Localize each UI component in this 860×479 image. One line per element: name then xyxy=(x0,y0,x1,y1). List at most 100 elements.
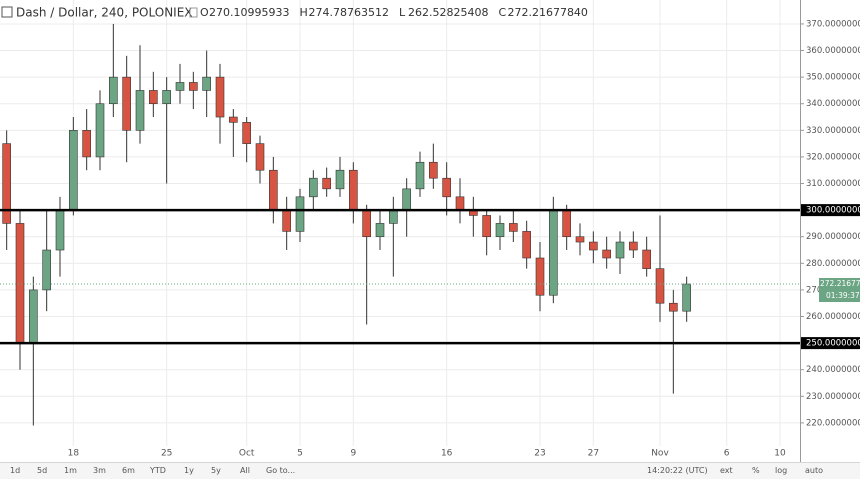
candle-body xyxy=(549,209,558,296)
x-tick-label: 25 xyxy=(161,449,172,459)
candle-body xyxy=(375,223,385,238)
candle-body xyxy=(202,76,211,91)
candle-body xyxy=(682,283,691,312)
candle-body xyxy=(629,241,638,251)
candle-body xyxy=(509,223,518,232)
option-button[interactable]: log xyxy=(775,466,788,475)
candle-body xyxy=(29,289,38,344)
plot xyxy=(0,0,800,446)
candle-body xyxy=(55,209,65,251)
price-axis xyxy=(800,0,860,462)
candle-body xyxy=(522,231,531,259)
symbol: Dash / Dollar, 240, POLONIEX xyxy=(16,6,193,20)
candle-body xyxy=(495,223,505,238)
x-tick-label: 10 xyxy=(774,449,786,459)
y-tick-label: 360.00000000 xyxy=(806,46,860,56)
candle-body xyxy=(362,209,371,238)
range-button[interactable]: 5d xyxy=(37,466,48,475)
y-tick-label: 260.00000000 xyxy=(806,312,860,322)
candle-body xyxy=(309,177,318,198)
candle-body xyxy=(122,76,131,131)
toolbar: 1d 5d 1m 3m 6m YTD 1y 5y All Go to... 14:20:22 (UT… xyxy=(0,462,860,479)
hline-label-bg xyxy=(801,204,860,217)
candle-body xyxy=(642,249,651,269)
candle-body xyxy=(2,143,11,224)
hline-label-bg xyxy=(801,337,860,350)
candle-body xyxy=(82,130,91,158)
y-tick-label: 350.00000000 xyxy=(806,73,860,83)
candle-body xyxy=(415,161,425,190)
candle-body xyxy=(615,241,625,259)
y-tick-label: 340.00000000 xyxy=(806,99,860,109)
y-tick-label: 240.00000000 xyxy=(806,365,860,375)
option-button[interactable]: auto xyxy=(805,466,824,475)
option-button[interactable]: % xyxy=(752,466,760,475)
range-button[interactable]: 1m xyxy=(64,466,77,475)
ohlc: O 270.10995933 H 274.78763512 L 262.52825408 C… xyxy=(189,6,588,19)
range-button[interactable]: 6m xyxy=(122,466,135,475)
candle-body xyxy=(482,215,491,238)
candle-body xyxy=(389,209,398,224)
goto-button[interactable]: Go to... xyxy=(266,466,296,475)
candle-body xyxy=(282,209,291,232)
ohlc-key: O xyxy=(200,6,209,19)
menu-icon[interactable] xyxy=(1,6,13,18)
range-button[interactable]: 5y xyxy=(211,466,221,475)
last-price-label: 272.21677840 xyxy=(820,279,860,288)
candle-body xyxy=(15,223,25,344)
x-tick-label: 23 xyxy=(534,449,545,459)
candle-body xyxy=(322,177,331,190)
range-button[interactable]: All xyxy=(240,466,250,475)
range-button[interactable]: 1y xyxy=(184,466,194,475)
ohlc-value: 262.52825408 xyxy=(408,6,488,19)
candle-body xyxy=(562,209,571,238)
ohlc-key: L xyxy=(399,6,406,19)
ohlc-value: 274.78763512 xyxy=(308,6,388,19)
range-button[interactable]: YTD xyxy=(150,466,166,475)
chart: Dash / Dollar, 240, POLONIEX O 270.109959… xyxy=(0,0,860,462)
x-tick-label: 5 xyxy=(297,449,303,459)
y-tick-label: 290.00000000 xyxy=(806,232,860,242)
candle-body xyxy=(575,236,585,243)
candle-body xyxy=(135,90,145,131)
candle-body xyxy=(402,188,411,211)
x-tick-label: 6 xyxy=(724,449,730,459)
candle-body xyxy=(255,143,265,171)
candle-body xyxy=(669,302,678,312)
range-button[interactable]: 3m xyxy=(93,466,106,475)
ohlc-value: 270.10995933 xyxy=(209,6,289,19)
candle-body xyxy=(655,268,665,304)
hline-label: 250.00000000 xyxy=(806,339,860,349)
candle-body xyxy=(162,90,171,105)
y-tick-label: 280.00000000 xyxy=(806,259,860,269)
option-button[interactable]: ext xyxy=(720,466,733,475)
candle-body xyxy=(95,103,105,158)
candle-body xyxy=(602,249,611,259)
candle-body xyxy=(229,116,238,123)
clock: 14:20:22 (UTC) xyxy=(647,466,708,475)
x-tick-label: 27 xyxy=(588,449,599,459)
range-button[interactable]: 1d xyxy=(10,466,21,475)
candle-body xyxy=(335,169,345,190)
candle-body xyxy=(269,169,278,211)
ohlc-value: 272.21677840 xyxy=(507,6,587,19)
x-tick-label: Oct xyxy=(239,449,255,459)
candle-body xyxy=(349,169,358,211)
candle-body xyxy=(242,122,251,144)
candle-body xyxy=(175,82,185,91)
ohlc-icon xyxy=(189,7,198,18)
x-tick-label: 16 xyxy=(441,449,453,459)
countdown: 01:39:37 xyxy=(826,291,860,300)
candle-body xyxy=(535,257,545,296)
y-tick-label: 220.00000000 xyxy=(806,418,860,428)
y-tick-label: 330.00000000 xyxy=(806,126,860,136)
hline-label: 300.00000000 xyxy=(806,206,860,216)
ohlc-key: H xyxy=(299,6,307,19)
y-tick-label: 230.00000000 xyxy=(806,392,860,402)
x-tick-label: 18 xyxy=(68,449,80,459)
candle-body xyxy=(42,249,51,291)
candle-body xyxy=(429,161,438,179)
candle-body xyxy=(149,90,158,105)
y-tick-label: 320.00000000 xyxy=(806,152,860,162)
